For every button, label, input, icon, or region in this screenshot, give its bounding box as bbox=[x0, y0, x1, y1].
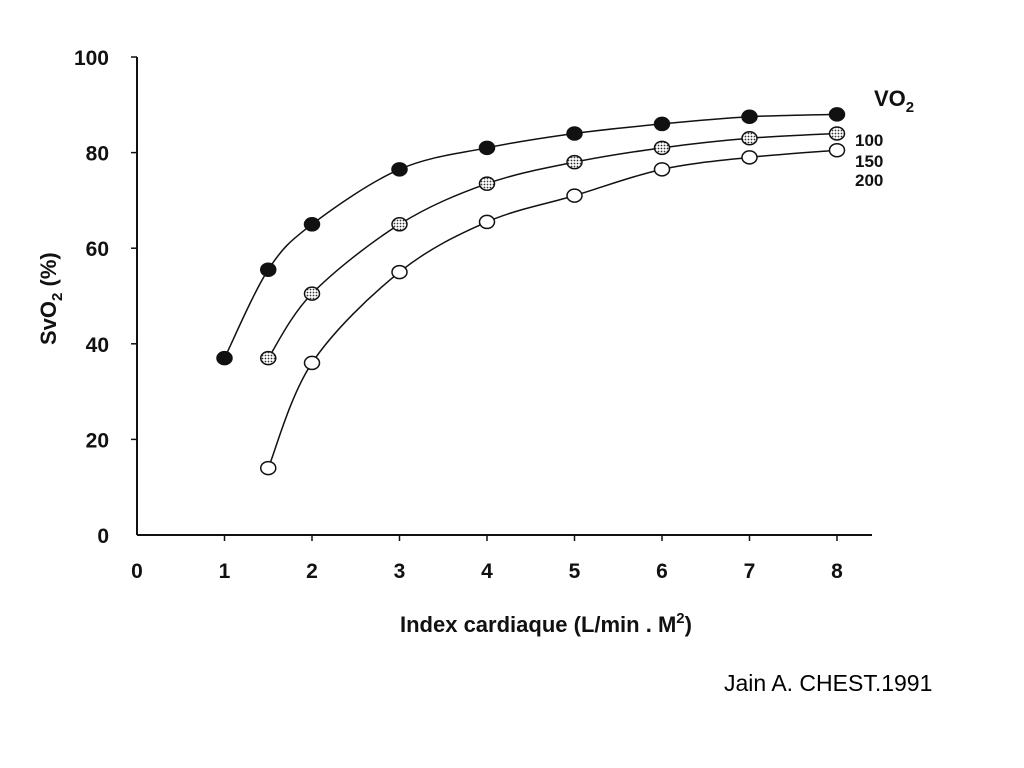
y-tick-label: 0 bbox=[97, 525, 109, 548]
data-point-100 bbox=[741, 109, 758, 124]
data-point-150 bbox=[828, 126, 846, 141]
series-line-100 bbox=[223, 113, 838, 359]
data-point-200 bbox=[478, 214, 496, 230]
x-tick-label: 0 bbox=[131, 560, 143, 583]
y-axis-ticks: 0 20 40 60 80 100 bbox=[74, 47, 137, 548]
y-tick-label: 80 bbox=[86, 143, 109, 166]
x-tick-label: 1 bbox=[219, 560, 231, 583]
x-tick-label: 5 bbox=[569, 560, 581, 583]
series-line-150 bbox=[267, 132, 838, 359]
legend-label-100: 100 bbox=[855, 131, 883, 150]
axes bbox=[136, 57, 872, 536]
data-point-200 bbox=[303, 355, 321, 371]
series-line-200 bbox=[267, 149, 838, 469]
legend-label-150: 150 bbox=[855, 152, 883, 171]
series-markers bbox=[216, 107, 846, 476]
y-axis-title: SvO2 (%) bbox=[36, 252, 66, 345]
x-axis-ticks: 0 1 2 3 4 5 6 7 8 bbox=[131, 535, 843, 583]
data-point-200 bbox=[741, 150, 758, 165]
data-point-100 bbox=[391, 162, 408, 177]
x-tick-label: 7 bbox=[744, 560, 756, 583]
data-point-150 bbox=[653, 140, 671, 156]
y-tick-label: 40 bbox=[86, 334, 109, 357]
x-tick-label: 2 bbox=[306, 560, 318, 583]
data-point-200 bbox=[566, 188, 583, 203]
data-point-150 bbox=[566, 154, 583, 170]
x-tick-label: 8 bbox=[831, 560, 843, 583]
data-point-100 bbox=[303, 217, 321, 232]
data-point-100 bbox=[260, 262, 277, 277]
data-point-100 bbox=[566, 126, 583, 141]
x-tick-label: 4 bbox=[481, 560, 493, 583]
y-tick-label: 20 bbox=[86, 429, 109, 452]
data-point-100 bbox=[828, 107, 846, 122]
data-point-150 bbox=[391, 217, 408, 232]
legend-label-200: 200 bbox=[855, 171, 883, 190]
x-tick-label: 6 bbox=[656, 560, 668, 583]
data-point-200 bbox=[653, 162, 671, 177]
y-tick-label: 100 bbox=[74, 47, 109, 70]
data-point-200 bbox=[260, 460, 277, 476]
data-point-150 bbox=[303, 286, 321, 301]
data-point-100 bbox=[653, 116, 671, 132]
citation: Jain A. CHEST.1991 bbox=[724, 670, 933, 696]
legend-title: VO2 bbox=[874, 86, 914, 116]
x-tick-label: 3 bbox=[394, 560, 406, 583]
data-point-150 bbox=[260, 350, 277, 366]
y-tick-label: 60 bbox=[86, 238, 109, 261]
data-point-150 bbox=[741, 131, 758, 146]
data-point-200 bbox=[828, 142, 846, 158]
x-axis-title: Index cardiaque (L/min . M2) bbox=[400, 610, 692, 637]
data-point-150 bbox=[478, 176, 496, 191]
data-point-200 bbox=[391, 264, 408, 280]
data-point-100 bbox=[216, 350, 233, 366]
data-point-100 bbox=[478, 140, 496, 156]
